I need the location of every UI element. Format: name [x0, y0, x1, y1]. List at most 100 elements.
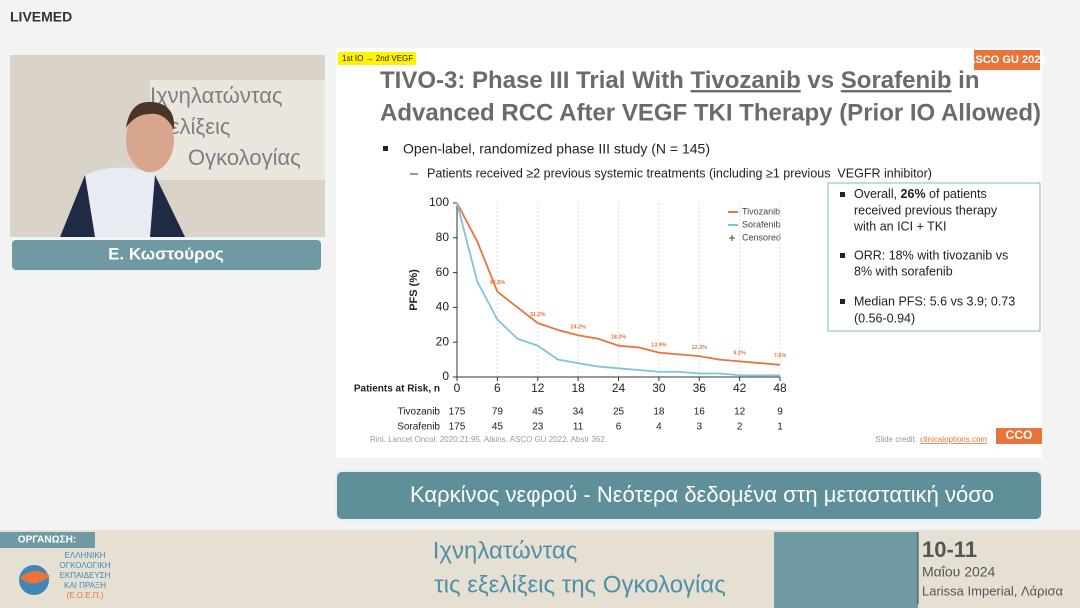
- box-part: of patients: [926, 187, 987, 201]
- risk-value: 4: [656, 422, 662, 433]
- info-box: [827, 182, 1041, 332]
- slide-tag: 1st IO → 2nd VEGF: [342, 54, 413, 63]
- speaker-head: [126, 108, 174, 172]
- box-text: received previous therapy: [854, 203, 998, 217]
- y-tick-label: 0: [442, 369, 449, 383]
- event-venue: Larissa Imperial, Λάρισα: [922, 583, 1063, 598]
- risk-value: 23: [532, 422, 544, 433]
- banner-text: Καρκίνος νεφρού - Νεότερα δεδομένα στη μ…: [410, 482, 994, 507]
- credit: Slide credit:: [875, 435, 917, 444]
- annotation: 13.9%: [651, 342, 667, 348]
- box-text: with an ICI + TKI: [853, 219, 947, 233]
- risk-value: 175: [449, 407, 466, 418]
- risk-value: 16: [694, 407, 706, 418]
- name-box: [12, 240, 321, 270]
- title-part: Sorafenib: [841, 67, 952, 94]
- risk-value: 79: [492, 407, 504, 418]
- event-title: τις εξελίξεις της Ογκολογίας: [434, 571, 726, 598]
- risk-value: 175: [449, 422, 466, 433]
- box-part: Overall,: [854, 187, 901, 201]
- org-text: ΟΓΚΟΛΟΓΙΚΗ: [60, 561, 111, 570]
- backdrop: [150, 80, 325, 180]
- org-label-bg: [0, 532, 95, 548]
- risk-row-label: Tivozanib: [398, 407, 441, 418]
- x-tick-label: 30: [652, 381, 666, 395]
- y-tick-label: 20: [436, 334, 450, 348]
- x-tick-label: 12: [531, 381, 545, 395]
- brand: LIVEMED: [10, 9, 72, 25]
- citation: Rini. Lancet Oncol. 2020;21:95. Atkins. …: [370, 435, 607, 444]
- risk-value: 45: [492, 422, 504, 433]
- bullet-dot: [840, 253, 845, 258]
- risk-value: 1: [777, 422, 783, 433]
- org-text: ΕΚΠΑΙΔΕΥΣΗ: [60, 571, 111, 580]
- sub-bullet: Patients received ≥2 previous systemic t…: [427, 166, 932, 180]
- event-title: Ιχνηλατώντας: [433, 537, 578, 564]
- annotation: 24.2%: [570, 324, 586, 330]
- x-tick-label: 18: [571, 381, 585, 395]
- annotation: 9.2%: [733, 350, 746, 356]
- bullet-dot: [840, 192, 845, 197]
- title-part: in: [951, 67, 979, 94]
- risk-value: 18: [653, 407, 665, 418]
- risk-value: 12: [734, 407, 746, 418]
- org-text: ΕΛΛΗΝΙΚΗ: [65, 551, 106, 560]
- box-text: Overall, 26% of patients: [854, 187, 987, 201]
- x-tick-label: 48: [773, 381, 787, 395]
- tag-bg: [338, 52, 416, 65]
- credit-link[interactable]: clinicaloptions.com: [920, 435, 987, 444]
- bullet-dot: [383, 146, 388, 151]
- risk-value: 9: [777, 407, 783, 418]
- y-tick-label: 100: [429, 195, 449, 209]
- org-logo: [20, 570, 50, 584]
- banner: [335, 470, 1043, 521]
- risk-value: 6: [616, 422, 622, 433]
- risk-value: 34: [573, 407, 585, 418]
- box-text: ORR: 18% with tivozanib vs: [854, 248, 1008, 262]
- backdrop-text: Ογκολογίας: [188, 145, 301, 170]
- bullet-dot: [840, 299, 845, 304]
- logo-bg: [996, 428, 1042, 444]
- box-text: Median PFS: 5.6 vs 3.9; 0.73: [854, 294, 1015, 308]
- title-part: vs: [801, 67, 841, 94]
- y-tick-label: 80: [436, 230, 450, 244]
- series-line: [456, 202, 780, 377]
- badge-bg: [974, 50, 1040, 70]
- title-part: TIVO-3: Phase III Trial With: [380, 67, 691, 94]
- y-tick-label: 60: [436, 265, 450, 279]
- risk-value: 11: [573, 422, 584, 433]
- risk-value: 25: [613, 407, 625, 418]
- x-tick-label: 0: [454, 381, 461, 395]
- org-text: (Ε.Ο.Ε.Π.): [67, 591, 104, 600]
- risk-value: 45: [532, 407, 544, 418]
- annotation: 12.3%: [691, 345, 707, 351]
- box-part: 26%: [901, 187, 926, 201]
- x-tick-label: 36: [693, 381, 707, 395]
- x-tick-label: 24: [612, 381, 626, 395]
- annotation: 7.6%: [774, 353, 787, 359]
- speaker-jacket: [60, 175, 185, 237]
- annotation: 18.3%: [611, 335, 627, 341]
- risk-value: 2: [737, 422, 743, 433]
- footer-block: [774, 532, 918, 608]
- risk-row-label: Sorafenib: [397, 422, 440, 433]
- logo: CCO: [1006, 428, 1033, 442]
- slide-title: Advanced RCC After VEGF TKI Therapy (Pri…: [380, 99, 1041, 126]
- org-label: ΟΡΓΑΝΩΣΗ:: [18, 535, 76, 546]
- legend-symbol: [729, 235, 735, 241]
- y-tick-label: 40: [436, 300, 450, 314]
- annotation: 31.2%: [530, 312, 546, 318]
- slide-badge: ASCO GU 2022: [968, 54, 1047, 66]
- speaker-hair: [126, 101, 175, 130]
- org-text: ΚΑΙ ΠΡΑΞΗ: [64, 581, 106, 590]
- title-part: Tivozanib: [691, 67, 801, 94]
- bullet: Open-label, randomized phase III study (…: [403, 141, 710, 157]
- risk-title: Patients at Risk, n: [354, 384, 440, 395]
- event-dates: 10-11: [922, 537, 977, 562]
- series-line: [456, 202, 781, 366]
- speaker-name: Ε. Κωστούρος: [108, 244, 224, 263]
- y-axis-label: PFS (%): [408, 269, 420, 311]
- annotation: 49.6%: [490, 280, 506, 286]
- slide-title: TIVO-3: Phase III Trial With Tivozanib v…: [380, 67, 979, 94]
